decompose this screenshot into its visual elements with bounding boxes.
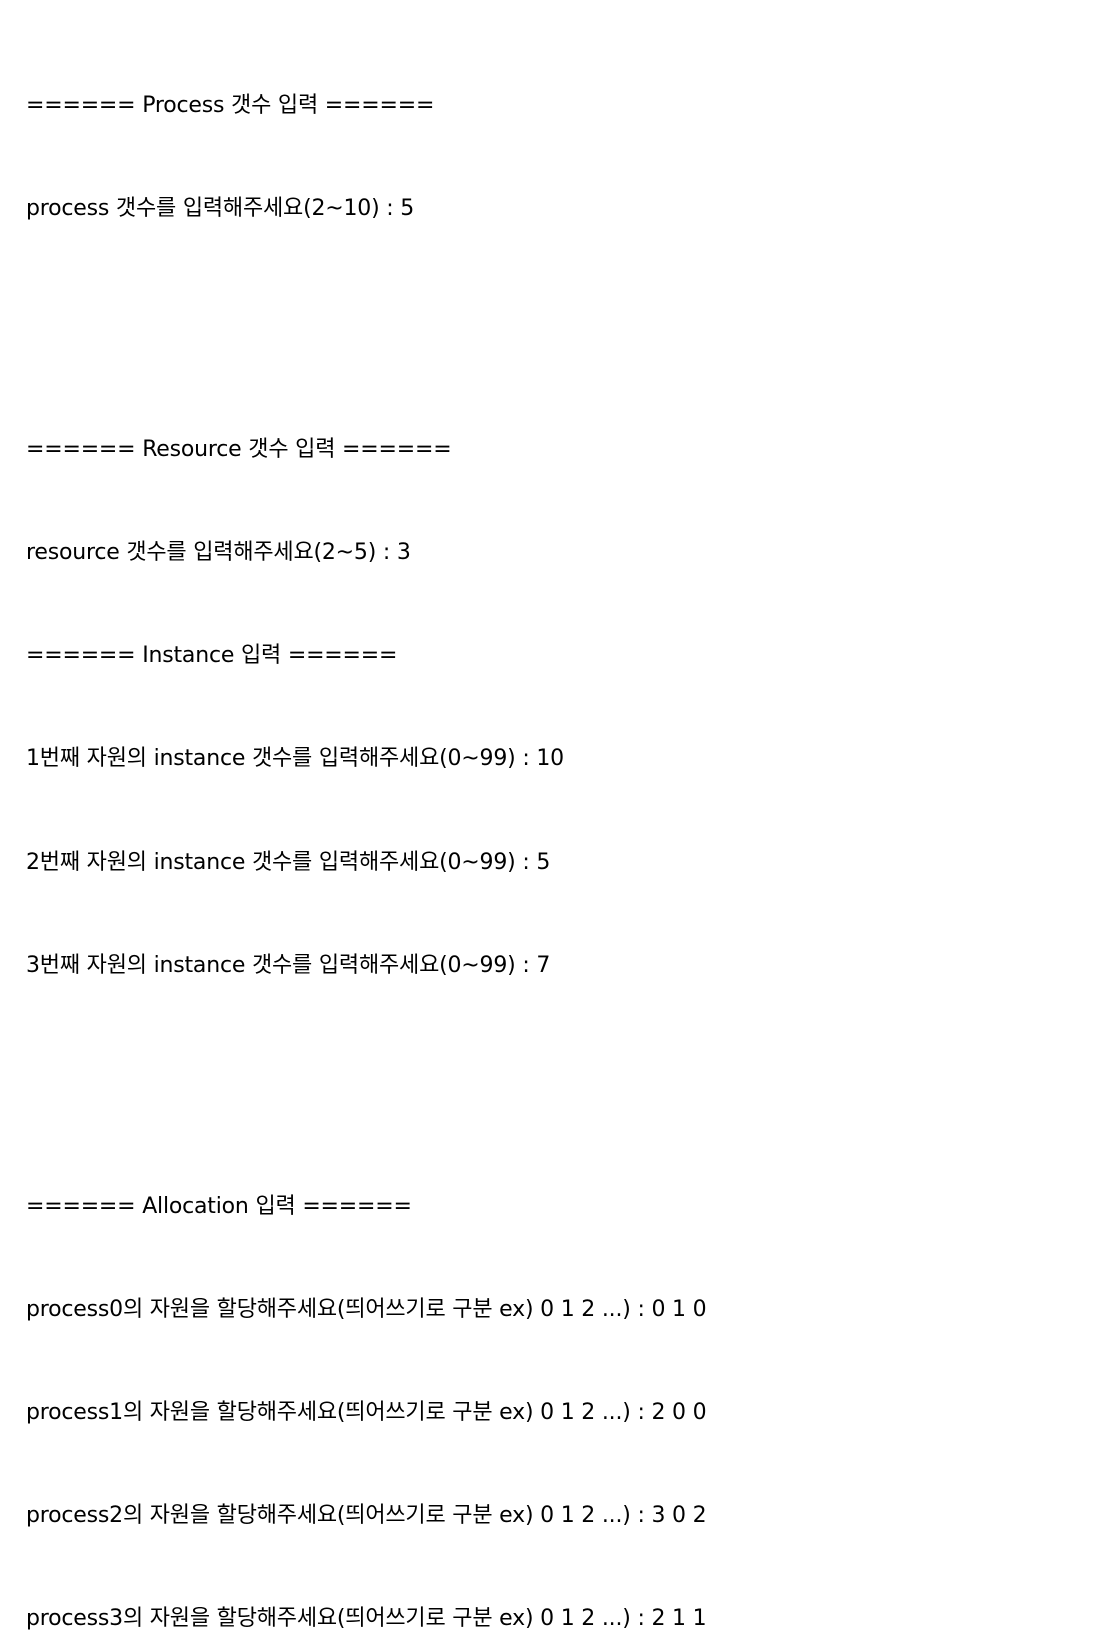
prompt-instance-3: 3번째 자원의 instance 갯수를 입력해주세요(0~99) : 7 xyxy=(26,952,551,978)
prompt-instance-2: 2번째 자원의 instance 갯수를 입력해주세요(0~99) : 5 xyxy=(26,849,551,875)
blank-line xyxy=(26,295,1106,329)
prompt-allocation-process1: process1의 자원을 할당해주세요(띄어쓰기로 구분 ex) 0 1 2 … xyxy=(26,1400,707,1426)
prompt-allocation-process0: process0의 자원을 할당해주세요(띄어쓰기로 구분 ex) 0 1 2 … xyxy=(26,1296,707,1322)
section-header-instance: ====== Instance 입력 ====== xyxy=(26,643,398,669)
section-header-process: ====== Process 갯수 입력 ====== xyxy=(26,92,435,118)
blank-line xyxy=(26,1052,1106,1086)
prompt-allocation-process2: process2의 자원을 할당해주세요(띄어쓰기로 구분 ex) 0 1 2 … xyxy=(26,1503,707,1529)
prompt-process-count: process 갯수를 입력해주세요(2~10) : 5 xyxy=(26,196,415,222)
prompt-instance-1: 1번째 자원의 instance 갯수를 입력해주세요(0~99) : 10 xyxy=(26,746,564,772)
prompt-resource-count: resource 갯수를 입력해주세요(2~5) : 3 xyxy=(26,540,411,566)
section-header-resource: ====== Resource 갯수 입력 ====== xyxy=(26,436,452,462)
prompt-allocation-process3: process3의 자원을 할당해주세요(띄어쓰기로 구분 ex) 0 1 2 … xyxy=(26,1606,707,1632)
console-output: ====== Process 갯수 입력 ====== process 갯수를 … xyxy=(26,20,1106,1640)
section-header-allocation: ====== Allocation 입력 ====== xyxy=(26,1193,412,1219)
